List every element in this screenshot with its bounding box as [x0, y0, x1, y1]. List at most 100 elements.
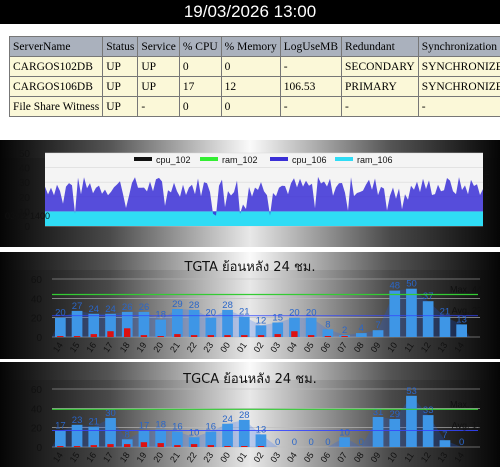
red-bar: [241, 335, 248, 337]
x-tick-label: 06: [318, 340, 332, 354]
table-row: CARGOS106DB UP UP 17 12 106.53 PRIMARY SYNCHRON…: [8, 76, 500, 97]
red-bar: [224, 335, 231, 337]
red-bar: [291, 331, 298, 337]
y-tick-label: 20: [31, 314, 43, 325]
legend-swatch: [335, 157, 353, 161]
legend-swatch: [200, 157, 218, 161]
x-tick-label: 00: [218, 340, 232, 354]
table-header-row: ServerName Status Service% CPU% Memory LogU…: [8, 36, 500, 57]
table-cell: SYNCHRONIZED: [417, 56, 500, 77]
data-label: 0: [325, 437, 330, 448]
bar: [356, 333, 367, 337]
x-tick-label: 19: [135, 340, 149, 354]
x-tick-label: 12: [419, 450, 433, 464]
column-header: Service: [137, 36, 180, 57]
data-label: 0: [309, 437, 314, 448]
red-bar: [241, 446, 248, 447]
y-tick-label: 0: [24, 222, 30, 233]
x-tick-label: 07: [335, 340, 349, 354]
data-label: 20: [289, 308, 300, 319]
duration-label: 6 d 23 h: [482, 171, 491, 200]
x-tick-label: 04: [285, 340, 299, 354]
x-tick-label: 21: [168, 450, 182, 464]
y-tick-label: 30: [19, 178, 31, 189]
column-header: ServerName: [8, 36, 104, 57]
bar: [406, 395, 417, 447]
y-tick-label: 60: [31, 275, 43, 286]
red-bar: [341, 336, 348, 337]
y-tick-label: 10: [19, 207, 31, 218]
table-cell: -: [137, 96, 180, 117]
x-tick-label: 19: [135, 450, 149, 464]
red-bar: [190, 444, 198, 447]
data-label: 28: [239, 410, 250, 421]
x-tick-label: 16: [84, 340, 98, 354]
bar: [456, 324, 467, 337]
bar: [138, 311, 150, 337]
bar: [155, 319, 166, 337]
red-bar: [324, 336, 332, 337]
tgta-chart-title: TGTA ย้อนหลัง 24 ชม.: [184, 260, 316, 275]
legend-swatch: [270, 157, 288, 161]
data-label: 26: [122, 302, 133, 313]
table-cell: CARGOS106DB: [8, 76, 104, 97]
data-label: 21: [239, 307, 250, 318]
y-tick-label: 40: [19, 164, 31, 175]
bar: [55, 430, 66, 447]
bar: [422, 415, 434, 447]
bar: [155, 429, 166, 447]
data-label: 16: [172, 422, 183, 433]
legend-label: cpu_106: [292, 155, 327, 165]
x-tick-label: 11: [402, 451, 416, 464]
x-tick-label: 15: [68, 450, 82, 464]
red-bar: [107, 331, 114, 337]
bar: [255, 434, 267, 447]
column-header: % Memory: [220, 36, 281, 57]
bar: [205, 317, 217, 337]
x-tick-label: 06: [318, 450, 332, 464]
x-tick-label: 08: [352, 340, 366, 354]
data-label: 20: [55, 308, 66, 319]
red-bar: [207, 335, 214, 337]
data-label: 10: [339, 427, 350, 438]
table-cell: 0: [178, 96, 222, 117]
table-cell: -: [417, 96, 500, 117]
legend-label: ram_102: [222, 155, 258, 165]
bar: [105, 418, 116, 447]
x-tick-label: 20: [151, 340, 165, 354]
x-tick-label: 22: [185, 340, 199, 354]
y-tick-label: 20: [31, 424, 43, 435]
table-cell: SECONDARY: [341, 56, 419, 77]
column-header: LogUseMB: [279, 36, 343, 57]
max-label: Max. 39: [450, 399, 482, 409]
data-label: 24: [89, 304, 100, 315]
y-tick-label: 40: [31, 404, 43, 415]
bar: [255, 325, 267, 337]
max-label: Max. 44: [450, 284, 482, 294]
data-label: 8: [325, 319, 330, 330]
x-tick-label: 14: [51, 340, 65, 354]
table-cell: UP: [102, 76, 139, 97]
table-cell: 17: [178, 76, 222, 97]
tgta-bar-chart: 6040200201427152416241726182619182029212…: [31, 275, 482, 354]
data-label: 21: [89, 417, 100, 428]
x-tick-label: 04: [285, 450, 299, 464]
red-bar: [174, 334, 181, 337]
x-tick-label: 14: [452, 340, 466, 354]
bar: [55, 317, 66, 337]
table-cell: File Share Witness: [8, 96, 104, 117]
red-bar: [73, 336, 81, 337]
bar: [389, 419, 401, 447]
table-cell: SYNCHRONIZED: [417, 76, 500, 97]
bar: [222, 423, 233, 447]
data-label: 12: [256, 315, 267, 326]
column-header: Redundant: [341, 36, 419, 57]
red-bar: [124, 328, 131, 337]
avg-label: Avg. 17: [452, 421, 482, 431]
data-label: 30: [105, 408, 116, 419]
column-header: Status: [102, 36, 139, 57]
table-cell: PRIMARY: [341, 76, 419, 97]
x-tick-label: 10: [385, 450, 399, 464]
performance-area-chart: 50 40 30 20 10 003/12 1400 6 d 23 h cpu_102 ram_…: [5, 149, 491, 233]
